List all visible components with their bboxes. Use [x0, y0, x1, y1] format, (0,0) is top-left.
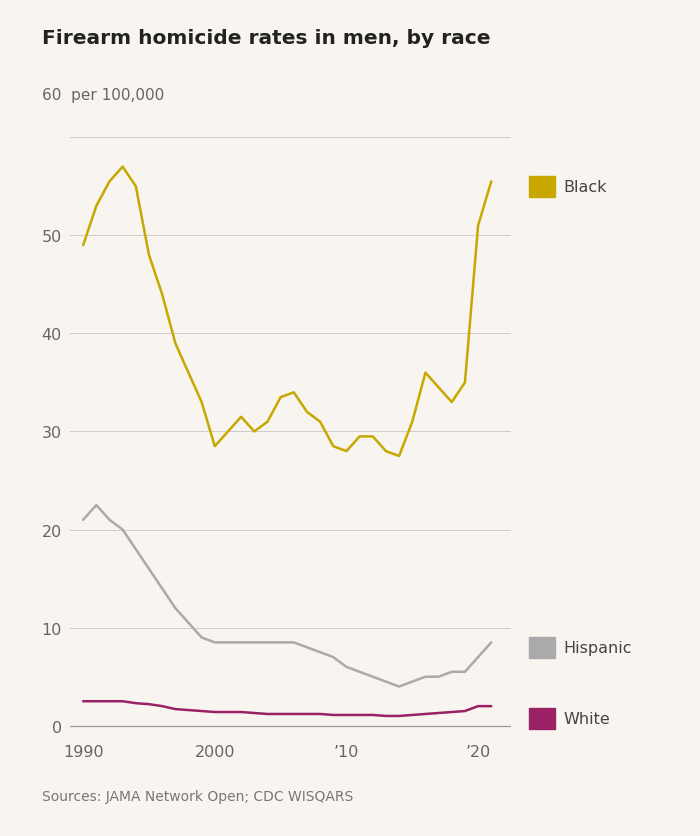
Text: Firearm homicide rates in men, by race: Firearm homicide rates in men, by race	[42, 29, 491, 48]
Text: Hispanic: Hispanic	[564, 640, 632, 655]
Text: White: White	[564, 711, 610, 726]
Text: Black: Black	[564, 180, 607, 195]
Text: Sources: JAMA Network Open; CDC WISQARS: Sources: JAMA Network Open; CDC WISQARS	[42, 788, 354, 803]
Text: 60  per 100,000: 60 per 100,000	[42, 88, 164, 103]
